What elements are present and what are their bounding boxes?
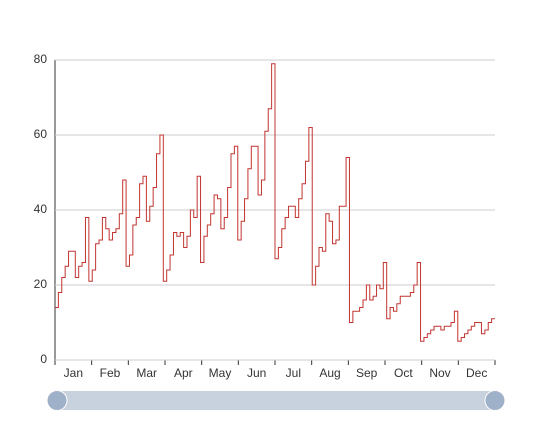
y-tick-label: 20 (34, 277, 48, 291)
x-tick-label: Feb (100, 366, 121, 380)
x-tick-label: Jan (64, 366, 83, 380)
y-tick-label: 40 (34, 202, 48, 216)
x-tick-label: Jul (286, 366, 301, 380)
zoom-handle[interactable] (484, 390, 506, 411)
x-tick-label: Jun (247, 366, 266, 380)
y-tick-label: 80 (34, 52, 48, 66)
data-line (55, 63, 495, 342)
x-tick-label: Sep (356, 366, 378, 380)
x-tick-label: Dec (466, 366, 487, 380)
zoom-slider[interactable] (48, 391, 500, 410)
x-tick-label: Aug (319, 366, 340, 380)
y-tick-label: 0 (40, 352, 47, 366)
x-tick-label: Apr (174, 366, 193, 380)
x-tick-label: Nov (429, 366, 450, 380)
y-tick-label: 60 (34, 127, 48, 141)
x-tick-label: Oct (394, 366, 413, 380)
x-tick-label: May (209, 366, 232, 380)
zoom-handle[interactable] (46, 390, 68, 411)
x-tick-label: Mar (136, 366, 157, 380)
